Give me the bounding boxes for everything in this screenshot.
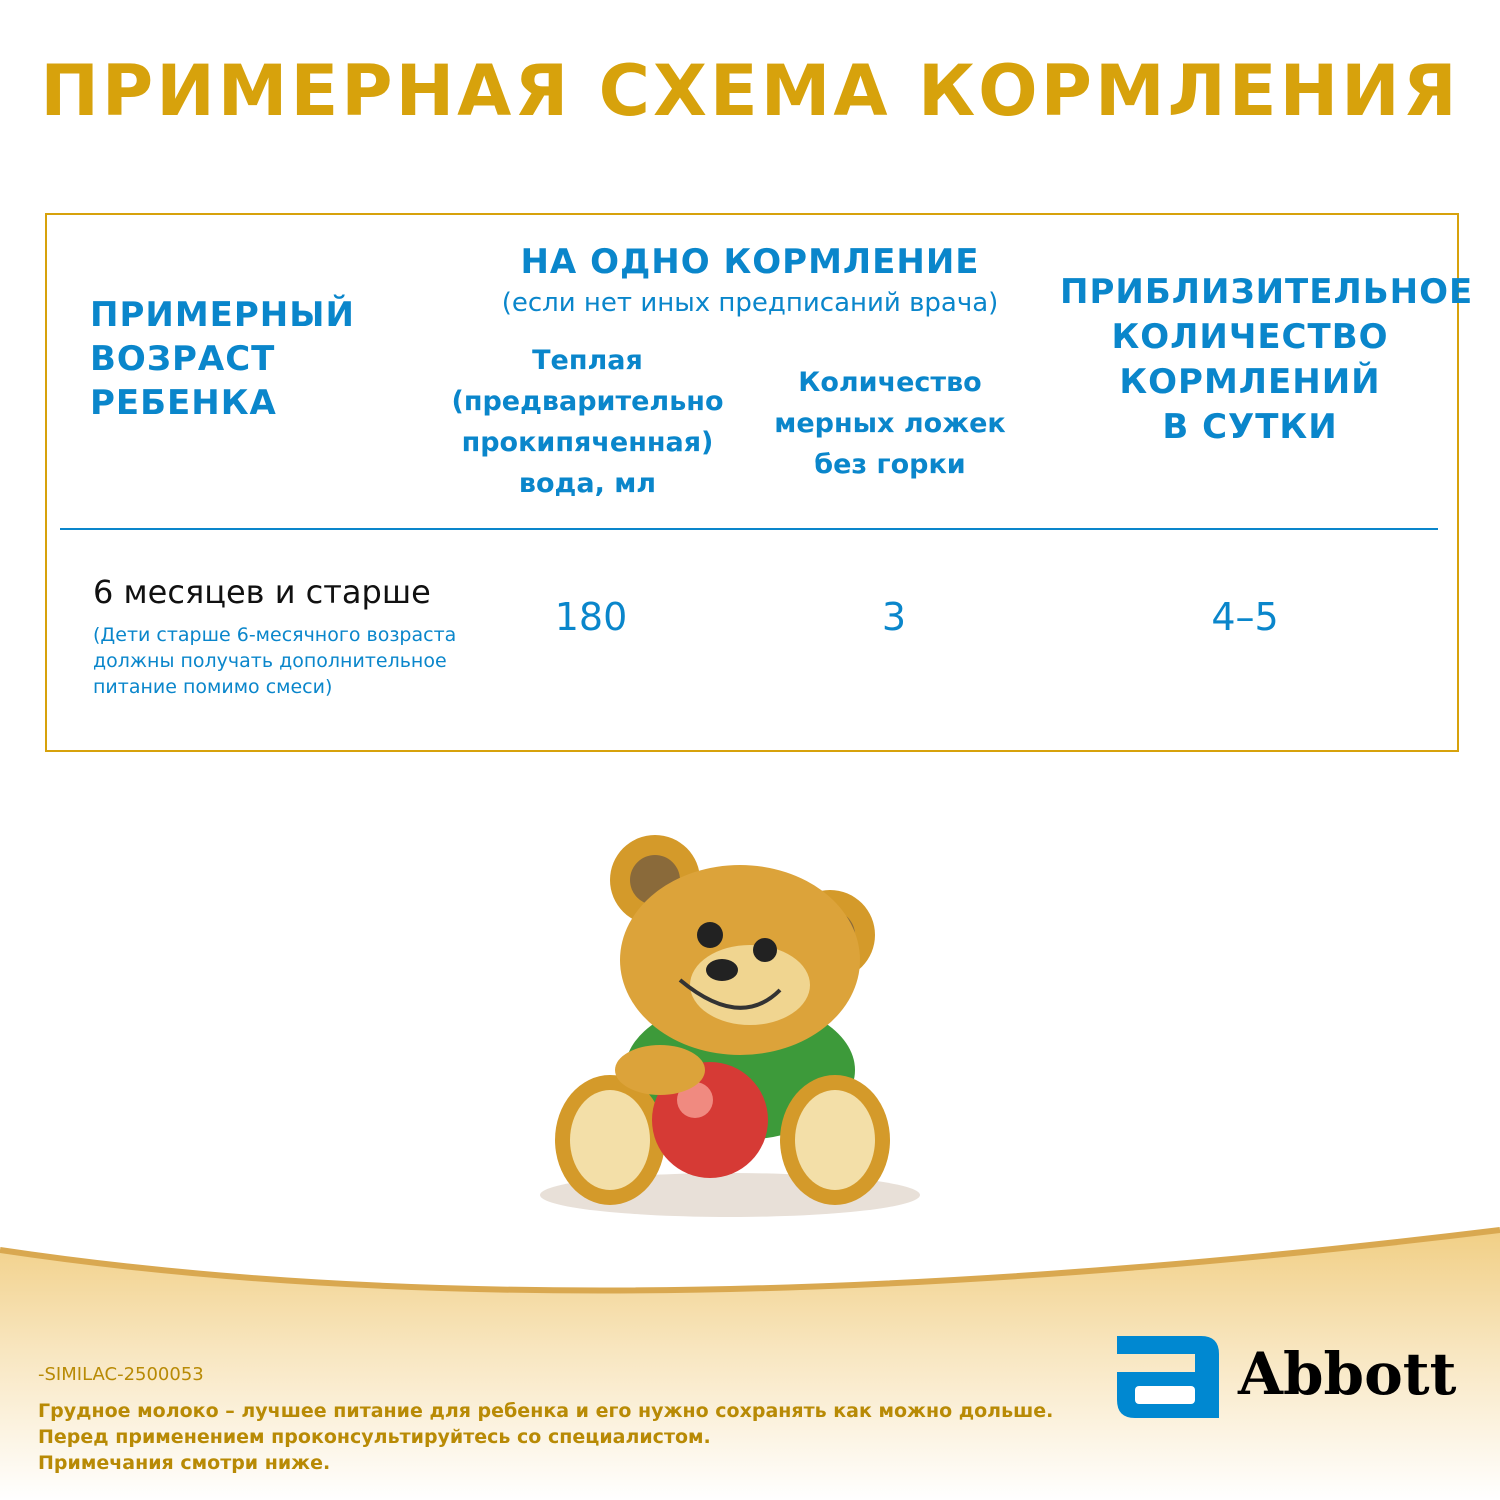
disclaimer-line: Примечания смотри ниже. bbox=[38, 1452, 331, 1474]
header-spoons-line: без горки bbox=[814, 449, 966, 480]
footer-wave bbox=[0, 1227, 1500, 1500]
row-feedings-per-day: 4–5 bbox=[1211, 595, 1279, 639]
header-per-feeding-title: НА ОДНО КОРМЛЕНИЕ bbox=[520, 242, 980, 282]
header-divider bbox=[60, 528, 1438, 530]
header-age-line: ПРИМЕРНЫЙ bbox=[90, 295, 355, 335]
disclaimer-line: Перед применением проконсультируйтесь со… bbox=[38, 1426, 711, 1448]
header-count-line: ПРИБЛИЗИТЕЛЬНОЕ bbox=[1060, 272, 1474, 312]
abbott-logo-icon bbox=[1117, 1336, 1219, 1418]
header-count-line: КОЛИЧЕСТВО bbox=[1111, 317, 1389, 357]
header-spoons-line: мерных ложек bbox=[774, 408, 1006, 439]
product-code: -SIMILAC-2500053 bbox=[38, 1364, 204, 1385]
header-water-line: Теплая bbox=[532, 345, 643, 376]
row-age: 6 месяцев и старше bbox=[93, 573, 431, 611]
row-water-ml: 180 bbox=[554, 595, 628, 639]
header-age-line: РЕБЕНКА bbox=[90, 383, 277, 423]
header-per-feeding: НА ОДНО КОРМЛЕНИЕ (если нет иных предпис… bbox=[460, 242, 1040, 318]
row-note-line: питание помимо смеси) bbox=[93, 676, 333, 698]
header-water-line: вода, мл bbox=[518, 468, 657, 499]
page-title: ПРИМЕРНАЯ СХЕМА КОРМЛЕНИЯ bbox=[40, 50, 1460, 132]
header-feedings-per-day: ПРИБЛИЗИТЕЛЬНОЕ КОЛИЧЕСТВО КОРМЛЕНИЙ В С… bbox=[1060, 270, 1474, 450]
header-count-line: КОРМЛЕНИЙ bbox=[1119, 362, 1381, 402]
header-water-line: прокипяченная) bbox=[461, 427, 714, 458]
row-note-line: (Дети старше 6-месячного возраста bbox=[93, 624, 457, 646]
row-note-line: должны получать дополнительное bbox=[93, 650, 447, 672]
header-spoons-line: Количество bbox=[798, 367, 982, 398]
disclaimer: Грудное молоко – лучшее питание для ребе… bbox=[38, 1398, 1053, 1476]
header-spoons: Количество мерных ложек без горки bbox=[770, 362, 1010, 485]
header-water-line: (предварительно bbox=[451, 386, 724, 417]
abbott-logo-text: Abbott bbox=[1238, 1340, 1457, 1408]
disclaimer-line: Грудное молоко – лучшее питание для ребе… bbox=[38, 1400, 1054, 1422]
header-count-line: В СУТКИ bbox=[1162, 407, 1338, 447]
header-per-feeding-note: (если нет иных предписаний врача) bbox=[501, 288, 999, 318]
feeding-table bbox=[45, 213, 1459, 752]
row-note: (Дети старше 6-месячного возраста должны… bbox=[93, 622, 493, 700]
teddy-bear-illustration bbox=[540, 835, 920, 1217]
row-spoons: 3 bbox=[881, 595, 907, 639]
header-age-line: ВОЗРАСТ bbox=[90, 339, 276, 379]
header-water: Теплая (предварительно прокипяченная) во… bbox=[450, 340, 725, 504]
header-age: ПРИМЕРНЫЙ ВОЗРАСТ РЕБЕНКА bbox=[90, 293, 355, 425]
